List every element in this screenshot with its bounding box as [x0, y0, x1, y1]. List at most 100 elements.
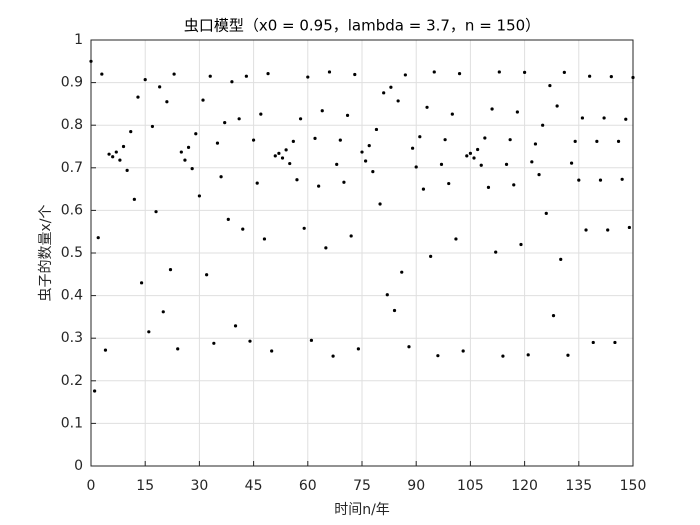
point — [107, 152, 111, 156]
point — [298, 117, 303, 121]
point — [414, 165, 418, 169]
point — [270, 349, 274, 353]
point — [215, 141, 220, 145]
point — [103, 348, 108, 352]
y-tick-label: 0.8 — [61, 117, 83, 133]
point — [349, 234, 353, 238]
point — [132, 197, 136, 201]
point — [530, 160, 534, 164]
point — [277, 151, 281, 155]
point — [302, 226, 306, 230]
point — [342, 180, 346, 184]
point — [450, 112, 454, 116]
point — [580, 116, 585, 120]
point — [418, 135, 422, 139]
point — [483, 136, 487, 140]
point — [324, 246, 328, 250]
point — [566, 353, 570, 357]
point — [150, 124, 155, 129]
x-axis-label: 时间n/年 — [334, 502, 390, 518]
point — [443, 138, 447, 142]
axes-box — [90, 39, 634, 467]
point — [436, 354, 440, 358]
point — [447, 181, 451, 186]
point — [154, 210, 158, 214]
y-tick-label: 0.3 — [61, 330, 83, 346]
point — [219, 175, 223, 179]
point — [186, 145, 191, 149]
point — [494, 250, 498, 254]
point — [457, 72, 462, 76]
point — [476, 147, 480, 152]
point — [139, 281, 144, 285]
point — [208, 74, 212, 78]
point — [93, 389, 97, 393]
x-tick-label: 90 — [407, 478, 425, 494]
point — [136, 95, 140, 99]
chart-title: 虫口模型（x0 = 0.95，lambda = 3.7，n = 150） — [184, 17, 540, 35]
point — [125, 168, 129, 172]
y-tick-label: 0.7 — [61, 160, 83, 176]
point — [595, 139, 599, 143]
point — [515, 110, 519, 114]
point — [533, 142, 538, 146]
point — [555, 104, 559, 108]
point — [479, 163, 483, 167]
x-tick-label: 30 — [190, 478, 208, 494]
point — [284, 148, 288, 152]
point — [197, 194, 201, 198]
point — [121, 144, 126, 149]
point — [461, 349, 465, 353]
point — [374, 127, 379, 132]
point — [356, 347, 360, 351]
point — [541, 123, 545, 127]
point — [400, 270, 404, 274]
point — [551, 314, 556, 318]
point — [371, 170, 375, 174]
point — [360, 150, 364, 154]
point — [591, 340, 595, 345]
point — [331, 354, 335, 358]
point — [212, 341, 216, 345]
point — [497, 70, 501, 74]
point — [465, 154, 469, 158]
point — [392, 308, 397, 313]
point — [519, 242, 523, 247]
point — [262, 237, 267, 241]
point — [573, 139, 577, 143]
point — [252, 138, 256, 142]
point — [389, 85, 393, 89]
point — [407, 345, 411, 349]
point — [562, 70, 566, 74]
point — [382, 91, 386, 95]
point — [179, 150, 183, 154]
point — [280, 156, 285, 160]
point — [425, 105, 429, 109]
point — [158, 85, 162, 89]
point — [205, 273, 209, 277]
point — [114, 150, 118, 154]
y-tick-label: 0.2 — [61, 373, 83, 389]
point — [306, 75, 310, 79]
point — [504, 162, 509, 166]
point — [118, 158, 122, 162]
point — [259, 112, 263, 116]
point — [226, 217, 230, 221]
point — [631, 75, 635, 80]
y-tick-label: 0.4 — [61, 288, 83, 304]
point — [89, 59, 93, 63]
point — [176, 347, 180, 351]
point — [288, 161, 292, 166]
y-tick-label: 0.1 — [61, 415, 83, 431]
x-tick-label: 75 — [353, 478, 371, 494]
point — [454, 237, 458, 241]
point — [429, 254, 433, 259]
point — [317, 184, 321, 188]
point — [468, 151, 472, 155]
x-tick-label: 0 — [87, 478, 96, 494]
x-tick-label: 135 — [565, 478, 592, 494]
point — [396, 99, 400, 103]
point — [172, 72, 176, 76]
point — [548, 83, 552, 88]
